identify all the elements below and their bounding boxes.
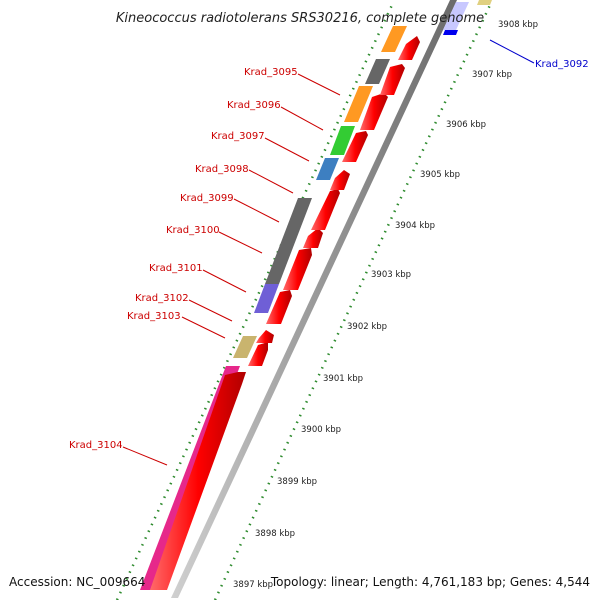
gene-block-top-blue: [443, 30, 458, 35]
map-title: Kineococcus radiotolerans SRS30216, comp…: [116, 11, 484, 26]
forward-arrow: [398, 36, 420, 60]
accession-text: Accession: NC_009664: [9, 575, 145, 589]
tick-label-3898: 3898 kbp: [255, 529, 295, 539]
genome-backbone: [171, 0, 457, 598]
leader-line: [122, 446, 168, 466]
gene-label-krad-3104: Krad_3104: [69, 440, 123, 451]
forward-arrow: [303, 228, 323, 248]
gene-block-krad-3097: [330, 126, 355, 155]
tick-label-3897: 3897 kbp: [233, 580, 273, 590]
gene-block-krad-3103: [233, 336, 257, 358]
gene-label-krad-3099: Krad_3099: [180, 193, 234, 204]
gene-label-krad-3101: Krad_3101: [149, 263, 203, 274]
forward-arrow: [380, 64, 405, 95]
leader-line: [218, 231, 263, 254]
leader-line-blue: [489, 39, 535, 64]
label-leaders: [122, 73, 341, 466]
gene-block-top-orange: [381, 26, 407, 52]
leader-line: [297, 73, 341, 96]
tick-label-3903: 3903 kbp: [371, 270, 411, 280]
gene-label-krad-3095: Krad_3095: [244, 67, 298, 78]
forward-arrow: [342, 131, 368, 162]
tick-label-3899: 3899 kbp: [277, 477, 317, 487]
gene-label-krad-3103: Krad_3103: [127, 311, 181, 322]
leader-line: [202, 269, 247, 293]
forward-arrow: [311, 189, 340, 230]
gene-block-top-yellow: [477, 0, 492, 5]
right-dotted-guide: [213, 4, 492, 600]
gene-label-krad-3092: Krad_3092: [535, 59, 589, 70]
forward-arrow: [248, 342, 268, 366]
tick-label-3904: 3904 kbp: [395, 221, 435, 231]
forward-arrow: [283, 248, 312, 290]
gene-block-krad-3092: [443, 2, 469, 30]
forward-strand-arrows: [150, 36, 420, 590]
tick-label-3906: 3906 kbp: [446, 120, 486, 130]
gene-block-krad-3101: [254, 284, 279, 313]
gene-label-krad-3097: Krad_3097: [211, 131, 265, 142]
leader-line: [248, 169, 294, 194]
leader-line: [188, 299, 233, 322]
forward-arrow: [330, 170, 350, 190]
leader-line: [181, 316, 226, 339]
leader-line: [233, 198, 280, 223]
leader-line: [280, 106, 324, 131]
gene-block-krad-3098: [316, 158, 339, 180]
tick-label-3908: 3908 kbp: [498, 20, 538, 30]
tick-label-3905: 3905 kbp: [420, 170, 460, 180]
summary-text: Topology: linear; Length: 4,761,183 bp; …: [270, 575, 590, 589]
gene-block-krad-3095: [365, 59, 390, 84]
gene-label-krad-3102: Krad_3102: [135, 293, 189, 304]
gene-label-krad-3100: Krad_3100: [166, 225, 220, 236]
gene-label-krad-3096: Krad_3096: [227, 100, 281, 111]
tick-label-3902: 3902 kbp: [347, 322, 387, 332]
tick-label-3907: 3907 kbp: [472, 70, 512, 80]
leader-line: [264, 137, 310, 162]
tick-label-3901: 3901 kbp: [323, 374, 363, 384]
tick-label-3900: 3900 kbp: [301, 425, 341, 435]
forward-arrow: [256, 330, 274, 343]
forward-arrow: [150, 372, 246, 590]
gene-block-krad-3096: [344, 86, 373, 122]
forward-arrow: [266, 290, 292, 324]
gene-block-krad-3100: [265, 198, 312, 284]
forward-arrow: [360, 93, 388, 130]
gene-label-krad-3098: Krad_3098: [195, 164, 249, 175]
